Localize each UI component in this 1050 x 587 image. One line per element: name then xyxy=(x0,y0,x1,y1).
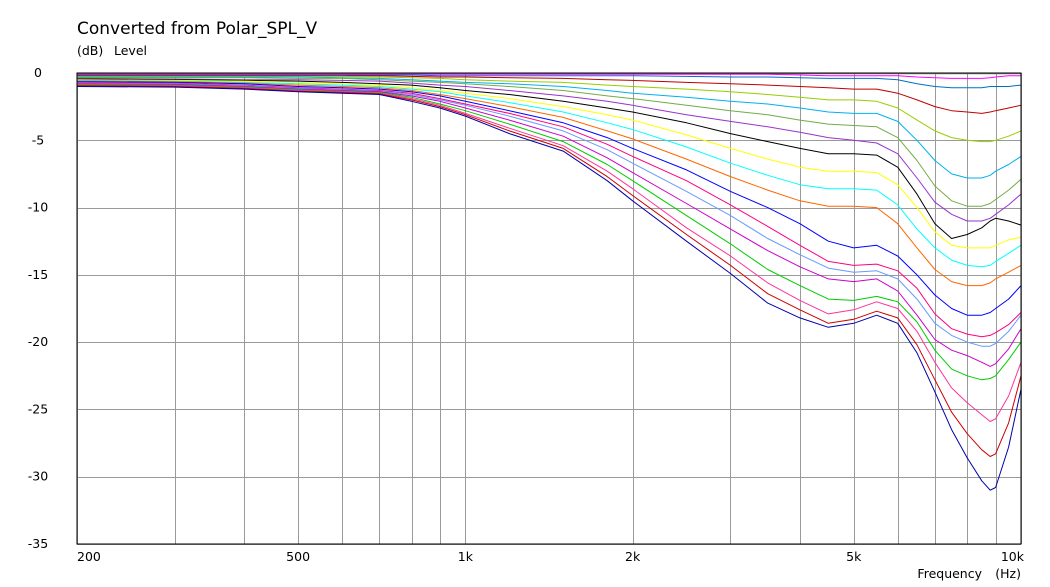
series-line-21 xyxy=(76,86,1022,491)
series-line-6 xyxy=(77,75,1022,143)
series-lines xyxy=(76,72,1022,491)
series-line-20 xyxy=(76,85,1022,457)
x-tick-label: 2k xyxy=(625,549,641,564)
series-line-10 xyxy=(76,78,1022,239)
x-tick-label: 500 xyxy=(286,549,310,564)
y-tick-label: -20 xyxy=(28,334,48,349)
y-axis-unit: (dB) xyxy=(77,43,103,58)
y-axis-label: Level xyxy=(114,43,147,58)
series-line-11 xyxy=(76,79,1022,249)
series-line-13 xyxy=(76,80,1022,287)
series-line-12 xyxy=(76,79,1022,268)
y-tick-label: 0 xyxy=(34,65,42,80)
y-tick-label: -25 xyxy=(28,401,48,416)
y-tick-label: -5 xyxy=(32,132,44,147)
series-line-7 xyxy=(77,76,1022,179)
series-line-9 xyxy=(76,77,1022,222)
series-line-5 xyxy=(77,75,1022,114)
series-line-16 xyxy=(76,82,1022,347)
y-tick-label: -30 xyxy=(28,469,48,484)
series-line-19 xyxy=(76,84,1022,422)
y-tick-label: -35 xyxy=(28,536,48,551)
x-tick-label: 1k xyxy=(458,549,474,564)
series-line-8 xyxy=(77,77,1022,207)
x-axis-label: Frequency xyxy=(917,566,982,581)
x-axis-unit: (Hz) xyxy=(995,566,1021,581)
series-line-15 xyxy=(76,81,1022,338)
series-line-14 xyxy=(76,81,1022,316)
series-line-18 xyxy=(76,83,1022,381)
chart-title: Converted from Polar_SPL_V xyxy=(77,19,318,39)
series-line-4 xyxy=(77,74,1022,89)
tick-labels: 0 -5 -10 -15 -20 -25 -30 -35 200 500 1k 2k 5k 10k xyxy=(28,65,1025,564)
x-tick-label: 10k xyxy=(1001,549,1025,564)
series-line-3 xyxy=(77,73,1021,79)
y-tick-label: -10 xyxy=(28,200,48,215)
series-line-17 xyxy=(76,83,1022,367)
x-tick-label: 5k xyxy=(846,549,862,564)
plot-frame xyxy=(76,72,1022,545)
x-tick-label: 200 xyxy=(77,549,101,564)
y-tick-label: -15 xyxy=(28,267,48,282)
